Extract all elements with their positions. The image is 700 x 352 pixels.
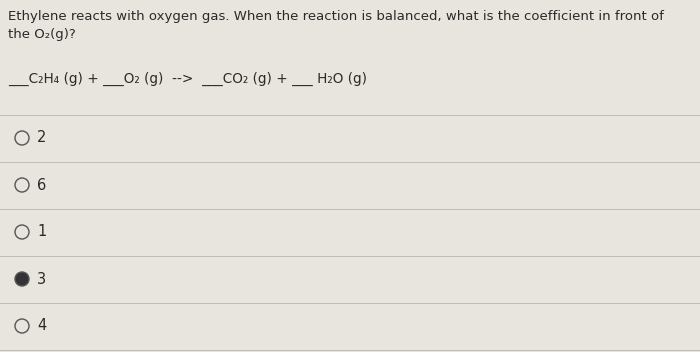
Text: 4: 4 xyxy=(37,319,46,333)
Text: the O₂(g)?: the O₂(g)? xyxy=(8,28,76,41)
Circle shape xyxy=(15,319,29,333)
Text: 6: 6 xyxy=(37,177,46,193)
Circle shape xyxy=(15,225,29,239)
Text: 2: 2 xyxy=(37,131,46,145)
Circle shape xyxy=(15,131,29,145)
Text: 3: 3 xyxy=(37,271,46,287)
Circle shape xyxy=(15,178,29,192)
Text: ___C₂H₄ (g) + ___O₂ (g)  -->  ___CO₂ (g) + ___ H₂O (g): ___C₂H₄ (g) + ___O₂ (g) --> ___CO₂ (g) +… xyxy=(8,72,367,86)
Circle shape xyxy=(15,272,29,286)
Text: Ethylene reacts with oxygen gas. When the reaction is balanced, what is the coef: Ethylene reacts with oxygen gas. When th… xyxy=(8,10,664,23)
Text: 1: 1 xyxy=(37,225,46,239)
